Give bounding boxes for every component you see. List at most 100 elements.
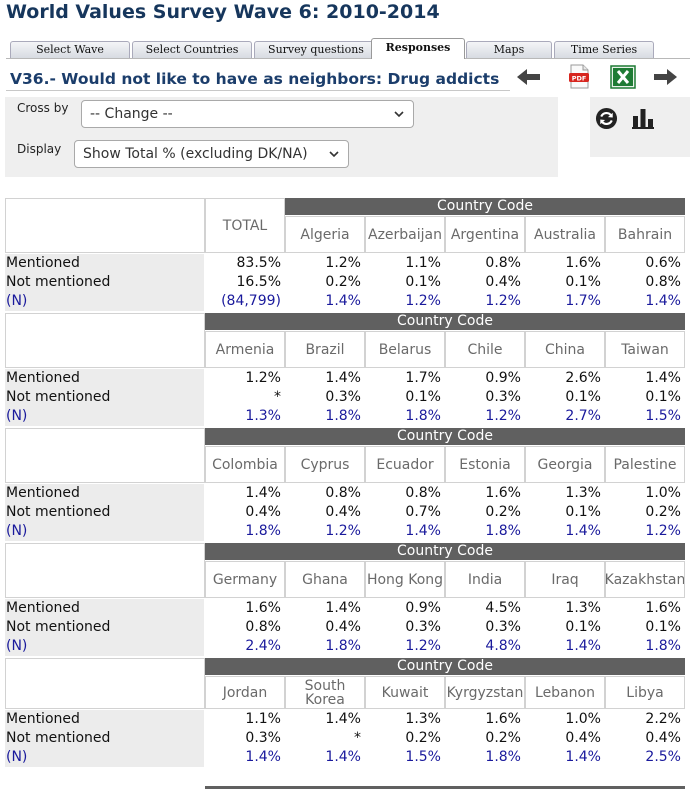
row-mentioned-label: Mentioned	[5, 710, 204, 729]
chevron-down-icon	[394, 111, 404, 118]
column-header-country: Armenia	[205, 331, 285, 368]
arrow-left-icon[interactable]	[515, 66, 543, 88]
column-header-country: Azerbaijan	[365, 216, 445, 253]
row-not-mentioned-label: Not mentioned	[5, 388, 204, 407]
column-header-country: Jordan	[205, 676, 285, 709]
country-value: 1.8%	[325, 638, 361, 654]
country-value: 1.8%	[245, 523, 281, 539]
arrow-right-icon[interactable]	[651, 66, 679, 88]
country-value: 1.2%	[645, 523, 681, 539]
country-value: 4.8%	[485, 638, 521, 654]
country-value: 1.4%	[565, 749, 601, 765]
row-not-mentioned-label: Not mentioned	[5, 503, 204, 522]
svg-text:PDF: PDF	[572, 74, 587, 82]
column-header-country: Cyprus	[285, 446, 365, 483]
country-value: 0.4%	[245, 504, 281, 520]
country-value: 0.8%	[645, 274, 681, 290]
country-code-header: Country Code	[205, 543, 685, 560]
country-value: 1.4%	[645, 370, 681, 386]
bar-chart-icon[interactable]	[630, 106, 656, 130]
refresh-icon[interactable]	[594, 106, 618, 130]
row-mentioned-label: Mentioned	[5, 599, 204, 618]
column-header-country: Argentina	[445, 216, 525, 253]
row-header-blank	[5, 198, 205, 253]
country-value: 1.6%	[645, 600, 681, 616]
country-value: 2.2%	[645, 711, 681, 727]
display-value: Show Total % (excluding DK/NA)	[83, 146, 308, 162]
country-value: 1.6%	[565, 255, 601, 271]
column-header-country: Bahrain	[605, 216, 685, 253]
country-value: 1.5%	[645, 408, 681, 424]
country-value: 2.7%	[565, 408, 601, 424]
country-value: 1.2%	[245, 370, 281, 386]
country-value: 1.4%	[325, 600, 361, 616]
row-not-mentioned-label: Not mentioned	[5, 618, 204, 637]
country-value: 1.4%	[325, 370, 361, 386]
country-value: 1.4%	[565, 523, 601, 539]
country-code-header: Country Code	[205, 313, 685, 330]
country-value: 1.8%	[405, 408, 441, 424]
column-header-country: Belarus	[365, 331, 445, 368]
column-header-country: Estonia	[445, 446, 525, 483]
column-header-country: Libya	[605, 676, 685, 709]
column-header-country: Hong Kong	[365, 561, 445, 598]
country-value: 0.4%	[325, 504, 361, 520]
tab-select-wave[interactable]: Select Wave	[10, 41, 130, 58]
country-code-header: Country Code	[285, 198, 685, 215]
country-value: 0.2%	[645, 504, 681, 520]
country-value: 1.4%	[405, 523, 441, 539]
tab-responses[interactable]: Responses	[371, 38, 465, 59]
total-value: 16.5%	[236, 274, 281, 290]
column-header-country: Taiwan	[605, 331, 685, 368]
tab-survey-questions[interactable]: Survey questions	[254, 41, 378, 58]
country-value: 1.3%	[565, 600, 601, 616]
row-n-label: (N)	[5, 637, 204, 656]
country-value: 0.2%	[485, 504, 521, 520]
country-value: 0.2%	[485, 730, 521, 746]
country-value: 1.4%	[565, 638, 601, 654]
display-select[interactable]: Show Total % (excluding DK/NA)	[74, 140, 349, 168]
cross-by-select[interactable]: -- Change --	[81, 100, 414, 128]
column-header-country: Kyrgyzstan	[445, 676, 525, 709]
row-n-label: (N)	[5, 292, 204, 311]
country-value: 1.2%	[325, 523, 361, 539]
country-value: 0.4%	[645, 730, 681, 746]
row-mentioned-label: Mentioned	[5, 369, 204, 388]
country-value: 0.3%	[245, 730, 281, 746]
pdf-icon[interactable]: PDF	[566, 64, 592, 90]
country-value: 2.5%	[645, 749, 681, 765]
tab-time-series[interactable]: Time Series	[554, 41, 654, 58]
tab-maps[interactable]: Maps	[466, 41, 552, 58]
country-value: *	[274, 389, 281, 405]
row-not-mentioned-label: Not mentioned	[5, 273, 204, 292]
column-header-country: China	[525, 331, 605, 368]
title-divider	[6, 90, 510, 91]
row-header-blank	[5, 658, 205, 709]
column-header-country: Kazakhstan	[605, 561, 685, 598]
country-value: 1.4%	[645, 293, 681, 309]
column-header-country: India	[445, 561, 525, 598]
country-value: 1.8%	[325, 408, 361, 424]
country-value: 1.3%	[405, 711, 441, 727]
country-value: 1.1%	[405, 255, 441, 271]
column-header-country: Kuwait	[365, 676, 445, 709]
country-value: 1.5%	[405, 749, 441, 765]
row-header-blank	[5, 543, 205, 598]
column-header-country: Iraq	[525, 561, 605, 598]
excel-icon[interactable]	[609, 64, 637, 90]
row-header-blank	[5, 428, 205, 483]
country-value: 0.3%	[405, 619, 441, 635]
country-value: 1.7%	[405, 370, 441, 386]
row-not-mentioned-label: Not mentioned	[5, 729, 204, 748]
country-value: *	[354, 730, 361, 746]
column-header-country: Palestine	[605, 446, 685, 483]
tab-select-countries[interactable]: Select Countries	[132, 41, 252, 58]
country-value: 0.1%	[565, 389, 601, 405]
display-label: Display	[17, 142, 62, 156]
country-value: 1.0%	[645, 485, 681, 501]
country-value: 0.8%	[245, 619, 281, 635]
country-value: 0.4%	[565, 730, 601, 746]
row-n-label: (N)	[5, 522, 204, 541]
column-header-country: Brazil	[285, 331, 365, 368]
country-value: 1.6%	[485, 485, 521, 501]
